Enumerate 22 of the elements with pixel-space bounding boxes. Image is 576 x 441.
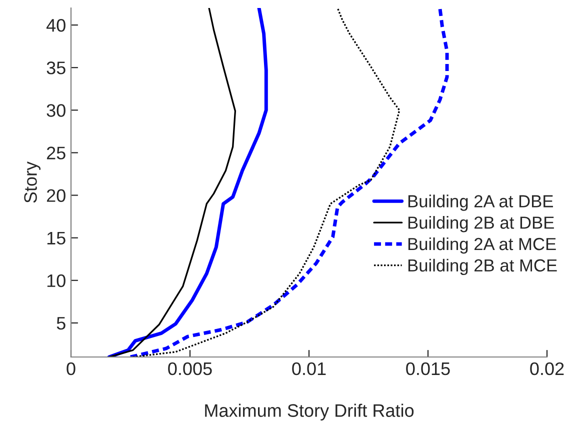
y-tick-label: 20	[46, 189, 66, 202]
y-tick-label: 10	[47, 274, 66, 288]
x-axis-title: Maximum Story Drift Ratio	[205, 404, 414, 421]
legend-label: Building 2A at MCE	[408, 237, 556, 254]
line-series	[107, 8, 268, 357]
legend-label: Building 2B at MCE	[408, 258, 557, 276]
y-tick-label: 30	[46, 104, 66, 117]
y-tick-label: 35	[46, 62, 66, 74]
y-tick-label: 25	[46, 146, 66, 160]
y-tick-label: 40	[46, 18, 66, 32]
line-series	[108, 8, 236, 357]
x-tick-label: 0.01	[292, 362, 326, 376]
line-series	[132, 8, 400, 357]
y-tick-label: 15	[47, 232, 66, 245]
x-tick-label: 0.005	[168, 362, 212, 376]
legend-label: Building 2B at DBE	[408, 216, 554, 232]
y-tick-label: 5	[56, 317, 66, 330]
legend-label: Building 2A at DBE	[408, 194, 553, 211]
x-tick-label: 0	[66, 362, 76, 376]
x-tick-label: 0.015	[406, 362, 450, 376]
y-axis-title: Story	[24, 161, 40, 203]
x-tick-label: 0.02	[530, 362, 564, 376]
